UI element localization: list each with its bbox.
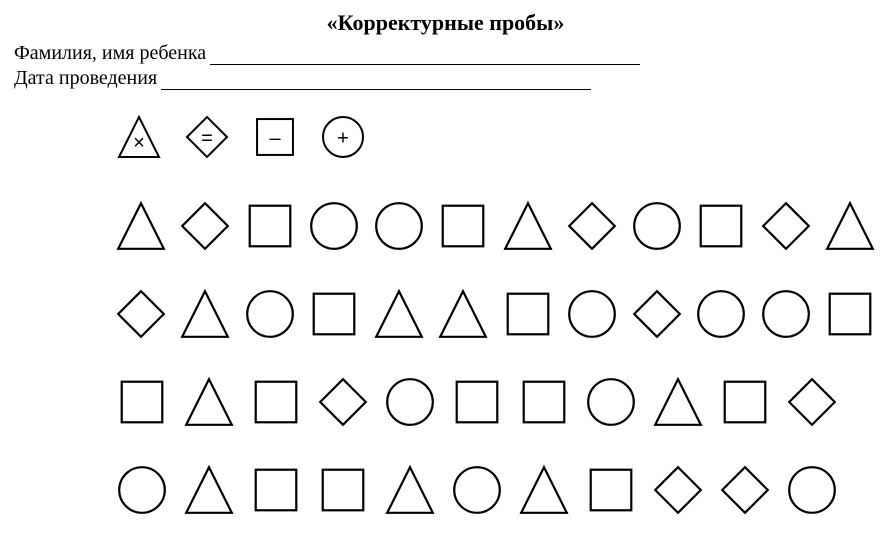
square-icon	[824, 286, 878, 342]
circle-icon	[695, 286, 749, 342]
circle-icon	[583, 374, 639, 430]
shape-row	[114, 198, 877, 254]
legend-mark-triangle: ×	[133, 133, 145, 153]
circle-icon	[382, 374, 438, 430]
diamond-icon	[650, 462, 706, 518]
triangle-icon	[437, 286, 491, 342]
diamond-icon	[179, 198, 233, 254]
date-underline[interactable]	[161, 72, 591, 90]
diamond-icon	[315, 374, 371, 430]
diamond-icon	[630, 286, 684, 342]
square-icon	[437, 198, 491, 254]
square-icon	[308, 286, 362, 342]
circle-icon	[784, 462, 840, 518]
circle-icon	[372, 198, 426, 254]
triangle-icon	[516, 462, 572, 518]
shape-row	[114, 374, 877, 430]
square-icon	[248, 374, 304, 430]
diamond-icon	[759, 198, 813, 254]
square-icon	[501, 286, 555, 342]
triangle-icon	[650, 374, 706, 430]
legend-item-diamond: =	[182, 112, 232, 162]
circle-icon	[114, 462, 170, 518]
square-icon	[449, 374, 505, 430]
shape-row	[114, 462, 877, 518]
triangle-icon	[179, 286, 233, 342]
triangle-icon	[181, 374, 237, 430]
square-icon	[315, 462, 371, 518]
name-field-line: Фамилия, имя ребенка	[14, 42, 877, 65]
legend-mark-square: –	[269, 129, 280, 149]
name-underline[interactable]	[210, 47, 640, 65]
square-icon	[583, 462, 639, 518]
shape-row	[114, 286, 877, 342]
date-label: Дата проведения	[14, 67, 157, 90]
legend: × = – +	[114, 112, 877, 162]
legend-mark-diamond: =	[201, 129, 213, 149]
legend-item-circle: +	[318, 112, 368, 162]
triangle-icon	[824, 198, 878, 254]
square-icon	[114, 374, 170, 430]
name-label: Фамилия, имя ребенка	[14, 42, 206, 65]
legend-item-triangle: ×	[114, 112, 164, 162]
square-icon	[717, 374, 773, 430]
diamond-icon	[784, 374, 840, 430]
triangle-icon	[501, 198, 555, 254]
diamond-icon	[717, 462, 773, 518]
square-icon	[695, 198, 749, 254]
square-icon	[243, 198, 297, 254]
triangle-icon	[372, 286, 426, 342]
square-icon	[248, 462, 304, 518]
legend-item-square: –	[250, 112, 300, 162]
square-icon	[516, 374, 572, 430]
triangle-icon	[382, 462, 438, 518]
circle-icon	[759, 286, 813, 342]
diamond-icon	[114, 286, 168, 342]
circle-icon	[308, 198, 362, 254]
triangle-icon	[181, 462, 237, 518]
triangle-icon	[114, 198, 168, 254]
shape-grid	[114, 198, 877, 518]
date-field-line: Дата проведения	[14, 67, 877, 90]
circle-icon	[449, 462, 505, 518]
circle-icon	[243, 286, 297, 342]
circle-icon	[566, 286, 620, 342]
page-title: «Корректурные пробы»	[14, 10, 877, 36]
legend-mark-circle: +	[337, 129, 349, 149]
diamond-icon	[566, 198, 620, 254]
circle-icon	[630, 198, 684, 254]
